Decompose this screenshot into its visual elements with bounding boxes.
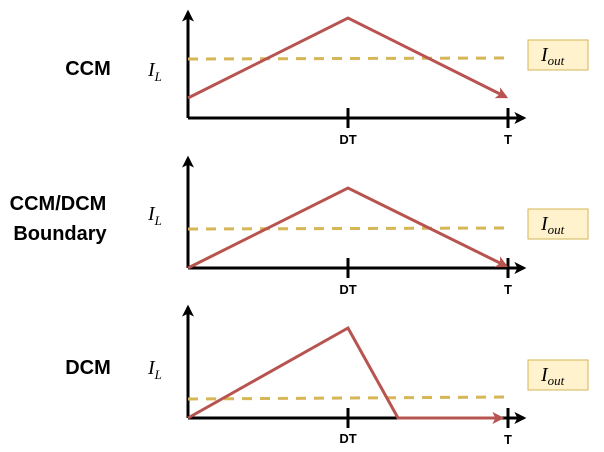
t-tick-label: T: [504, 282, 512, 297]
output-current-label: Iout: [540, 44, 565, 68]
dt-tick-label: DT: [339, 132, 356, 147]
inductor-current-waveform: [187, 16, 509, 100]
panel-ccm-dcm-boundary: CCM/DCM Boundary IL DT T Iout: [10, 155, 589, 297]
t-tick-label: T: [504, 132, 512, 147]
dt-tick-label: DT: [339, 431, 356, 446]
mode-label-ccm: CCM: [65, 58, 111, 80]
output-current-label: Iout: [540, 364, 565, 388]
mode-label-ccm-dcm: CCM/DCM: [10, 193, 107, 215]
panel-ccm: CCM IL DT T Iout: [65, 9, 589, 147]
output-current-label: Iout: [540, 213, 565, 237]
output-current-average-line: [187, 56, 509, 61]
output-current-average-line: [187, 395, 509, 401]
inductor-current-label: IL: [147, 203, 162, 228]
inductor-current-waveform: [187, 186, 509, 270]
output-current-legend-box: [527, 39, 589, 71]
t-tick-label: T: [504, 432, 512, 447]
mode-label-boundary: Boundary: [13, 223, 107, 245]
output-current-average-line: [187, 226, 509, 231]
output-current-legend-box: [527, 208, 589, 240]
inductor-current-label: IL: [147, 59, 162, 84]
output-current-legend-box: [527, 359, 589, 391]
panel-dcm: DCM IL DT T Iout: [65, 304, 589, 447]
mode-label-dcm: DCM: [65, 357, 111, 379]
inductor-current-label: IL: [147, 357, 162, 382]
dt-tick-label: DT: [339, 282, 356, 297]
inductor-current-waveform: [187, 325, 505, 424]
